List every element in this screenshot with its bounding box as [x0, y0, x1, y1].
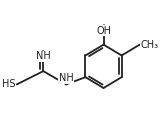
Text: HS: HS — [2, 79, 16, 89]
Text: NH: NH — [36, 51, 51, 61]
Text: NH: NH — [59, 73, 74, 83]
Text: CH₃: CH₃ — [140, 40, 158, 50]
Text: OH: OH — [96, 26, 111, 36]
